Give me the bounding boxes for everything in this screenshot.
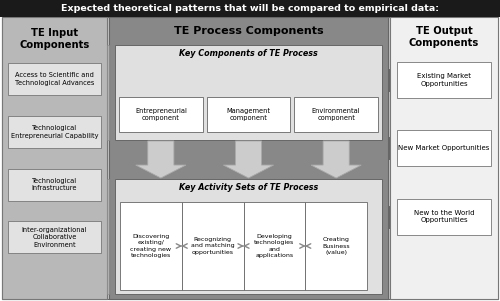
Bar (107, 45, 109, 140)
Bar (8, 63, 101, 95)
Polygon shape (136, 141, 186, 178)
Text: Environmental
component: Environmental component (312, 108, 360, 121)
Text: Technological
Infrastructure: Technological Infrastructure (32, 178, 77, 191)
Bar (390, 17, 498, 299)
Bar (120, 202, 182, 290)
Bar (107, 179, 109, 294)
Polygon shape (224, 141, 274, 178)
Text: Inter-organizational
Collaborative
Environment: Inter-organizational Collaborative Envir… (22, 227, 88, 248)
Text: TE Output
Components: TE Output Components (409, 26, 479, 48)
Bar (8, 169, 101, 200)
Text: Discovering
existing/
creating new
technologies: Discovering existing/ creating new techn… (130, 234, 172, 258)
Bar (397, 198, 491, 234)
Text: Key Activity Sets of TE Process: Key Activity Sets of TE Process (179, 184, 318, 193)
Bar (115, 45, 382, 140)
Bar (294, 97, 378, 132)
Text: TE Input
Components: TE Input Components (20, 28, 89, 50)
Bar (8, 222, 101, 253)
Bar (8, 116, 101, 148)
Bar (305, 202, 367, 290)
Bar (182, 202, 244, 290)
Text: Recognizing
and matching
opportunities: Recognizing and matching opportunities (191, 237, 234, 255)
Bar (2, 17, 107, 299)
Bar (115, 179, 382, 294)
Bar (397, 130, 491, 166)
Text: Developing
technologies
and
applications: Developing technologies and applications (254, 234, 294, 258)
Bar (0, 0, 500, 17)
Text: New to the World
Opportunities: New to the World Opportunities (414, 210, 474, 223)
Text: New Market Opportunities: New Market Opportunities (398, 145, 490, 151)
Bar (206, 97, 290, 132)
Text: Creating
Business
(value): Creating Business (value) (322, 237, 350, 255)
Text: Access to Scientific and
Technological Advances: Access to Scientific and Technological A… (15, 72, 94, 86)
Polygon shape (311, 141, 362, 178)
Bar (244, 202, 305, 290)
Bar (397, 62, 491, 98)
Text: Management
component: Management component (226, 108, 270, 121)
Text: Expected theoretical patterns that will be compared to empirical data:: Expected theoretical patterns that will … (61, 4, 439, 13)
Text: TE Process Components: TE Process Components (174, 26, 324, 36)
Text: Key Components of TE Process: Key Components of TE Process (179, 49, 318, 58)
Bar (119, 97, 202, 132)
Text: Existing Market
Opportunities: Existing Market Opportunities (417, 73, 471, 87)
Text: Technological
Entrepreneurial Capability: Technological Entrepreneurial Capability (11, 125, 98, 138)
Text: Entrepreneurial
component: Entrepreneurial component (135, 108, 187, 121)
Bar (109, 17, 388, 299)
